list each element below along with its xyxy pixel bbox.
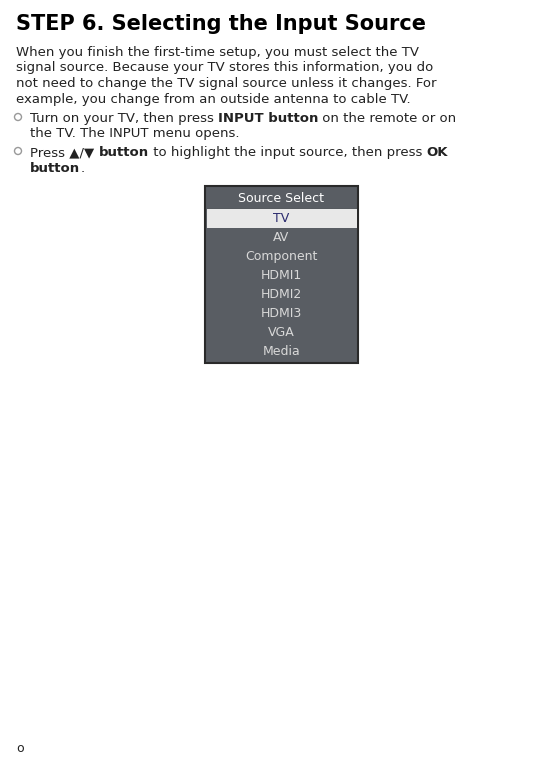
Text: o: o <box>16 742 24 755</box>
Text: INPUT button: INPUT button <box>218 112 319 125</box>
Text: button: button <box>98 146 149 159</box>
Text: on the remote or on: on the remote or on <box>319 112 457 125</box>
Text: to highlight the input source, then press: to highlight the input source, then pres… <box>149 146 426 159</box>
Text: HDMI2: HDMI2 <box>261 288 302 301</box>
Text: When you finish the first-time setup, you must select the TV: When you finish the first-time setup, yo… <box>16 46 419 59</box>
Text: AV: AV <box>273 231 289 244</box>
Text: Media: Media <box>263 345 300 358</box>
Text: HDMI3: HDMI3 <box>261 307 302 320</box>
Text: Component: Component <box>245 250 318 263</box>
Text: not need to change the TV signal source unless it changes. For: not need to change the TV signal source … <box>16 77 437 90</box>
Text: signal source. Because your TV stores this information, you do: signal source. Because your TV stores th… <box>16 61 433 74</box>
Text: STEP 6. Selecting the Input Source: STEP 6. Selecting the Input Source <box>16 14 426 34</box>
Text: .: . <box>80 161 84 174</box>
Text: Source Select: Source Select <box>238 192 325 205</box>
Text: HDMI1: HDMI1 <box>261 269 302 282</box>
Text: button: button <box>30 161 80 174</box>
Text: TV: TV <box>273 212 289 225</box>
Text: VGA: VGA <box>268 326 295 339</box>
Text: OK: OK <box>426 146 448 159</box>
Text: Press ▲/▼: Press ▲/▼ <box>30 146 98 159</box>
FancyBboxPatch shape <box>206 209 357 228</box>
Text: Turn on your TV, then press: Turn on your TV, then press <box>30 112 218 125</box>
Text: the TV. The INPUT menu opens.: the TV. The INPUT menu opens. <box>30 127 239 140</box>
Text: example, you change from an outside antenna to cable TV.: example, you change from an outside ante… <box>16 92 411 105</box>
FancyBboxPatch shape <box>205 186 358 362</box>
